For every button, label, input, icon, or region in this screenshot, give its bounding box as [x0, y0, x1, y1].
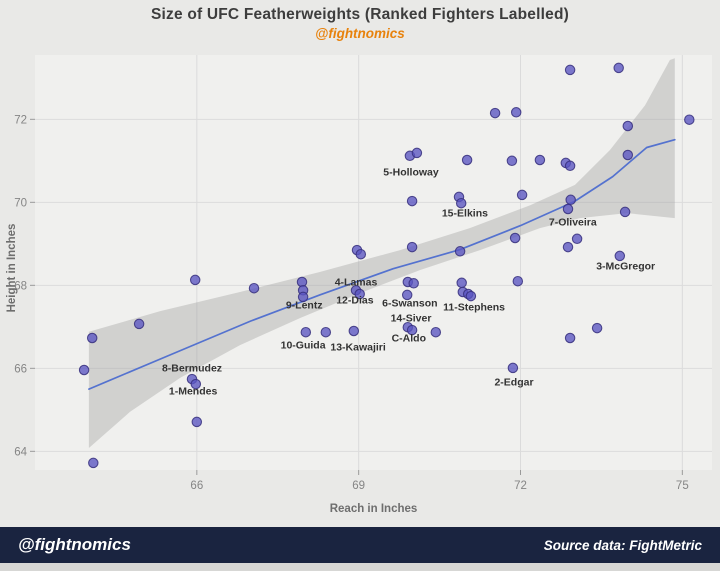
data-point: [456, 277, 467, 289]
x-tick-label: 69: [352, 480, 365, 492]
data-point: [591, 322, 603, 334]
data-point: [565, 194, 576, 206]
data-point: [571, 233, 583, 245]
page-title: Size of UFC Featherweights (Ranked Fight…: [151, 6, 569, 23]
x-tick-label: 75: [676, 480, 689, 492]
y-tick-label: 70: [14, 197, 27, 209]
footer-source: Source data: FightMetric: [543, 537, 702, 553]
data-point: [489, 107, 501, 119]
data-point: [614, 250, 626, 262]
data-point: [408, 278, 419, 289]
fighter-label: 6-Swanson: [382, 298, 437, 310]
fighter-label: 9-Lentz: [286, 299, 323, 311]
data-point: [348, 325, 360, 337]
data-point: [516, 189, 528, 201]
data-point: [461, 154, 473, 166]
fighter-label: 12-Dias: [336, 294, 374, 306]
data-point: [509, 232, 521, 244]
data-point: [430, 326, 442, 338]
plot-panel: [35, 55, 712, 470]
y-axis-label: Height in Inches: [6, 223, 18, 313]
data-point: [248, 282, 260, 294]
data-point: [564, 160, 576, 172]
data-point: [297, 291, 309, 303]
data-point: [300, 326, 312, 338]
data-point: [133, 318, 145, 330]
data-point: [406, 241, 418, 253]
data-point: [534, 154, 546, 166]
data-point: [354, 288, 365, 300]
data-point: [189, 274, 201, 286]
fighter-label: 1-Mendes: [169, 386, 218, 398]
data-point: [355, 248, 367, 260]
data-point: [562, 241, 574, 253]
data-point: [506, 155, 518, 167]
fighter-label: 4-Lamas: [335, 277, 378, 289]
fighter-label: 8-Bermudez: [162, 362, 222, 374]
data-point: [190, 378, 202, 390]
page-subtitle: @fightnomics: [315, 26, 405, 41]
y-tick-label: 68: [14, 280, 27, 292]
data-point: [613, 62, 624, 74]
data-point: [88, 457, 99, 469]
scatter-plot: 66 69 72 75 64 66 68 70 72 1-Mendes 2-Edgar 3-McGre…: [14, 55, 712, 492]
data-point: [454, 246, 466, 257]
data-point: [619, 206, 631, 218]
data-point: [406, 195, 418, 207]
x-tick-label: 66: [190, 480, 203, 492]
data-point: [465, 290, 477, 302]
data-point: [411, 147, 423, 159]
y-tick-label: 64: [14, 446, 27, 458]
fighter-label: 15-Elkins: [442, 208, 488, 220]
data-point: [406, 324, 418, 336]
fighter-label: 14-Siver: [391, 313, 432, 325]
fighter-label: 5-Holloway: [383, 167, 439, 179]
footer-bar: @fightnomics Source data: FightMetric: [0, 527, 720, 563]
data-point: [564, 64, 576, 76]
y-tick-label: 66: [14, 363, 27, 375]
data-point: [191, 416, 203, 428]
data-point: [512, 275, 524, 287]
footer-brand: @fightnomics: [18, 535, 131, 554]
data-point: [401, 289, 413, 301]
fighter-label: 11-Stephens: [443, 301, 505, 313]
data-point: [78, 364, 90, 376]
y-tick-label: 72: [14, 114, 27, 126]
data-point: [562, 203, 574, 215]
data-point: [507, 362, 519, 374]
fighter-label: 2-Edgar: [494, 377, 533, 389]
data-point: [455, 197, 467, 209]
x-axis-label: Reach in Inches: [329, 503, 418, 515]
data-point: [86, 332, 98, 344]
data-point: [622, 120, 634, 132]
x-tick-label: 72: [514, 480, 527, 492]
fighter-label: C-Aldo: [392, 333, 426, 345]
data-point: [510, 107, 522, 118]
footer-under-strip: [0, 563, 720, 571]
fighter-label: 10-Guida: [281, 340, 326, 352]
data-point: [564, 332, 576, 344]
data-point: [684, 114, 695, 125]
data-point: [320, 326, 332, 338]
fighter-label: 13-Kawajiri: [330, 342, 386, 354]
data-point: [622, 149, 634, 161]
fighter-label: 7-Oliveira: [549, 216, 597, 228]
fighter-label: 3-McGregor: [596, 260, 655, 272]
